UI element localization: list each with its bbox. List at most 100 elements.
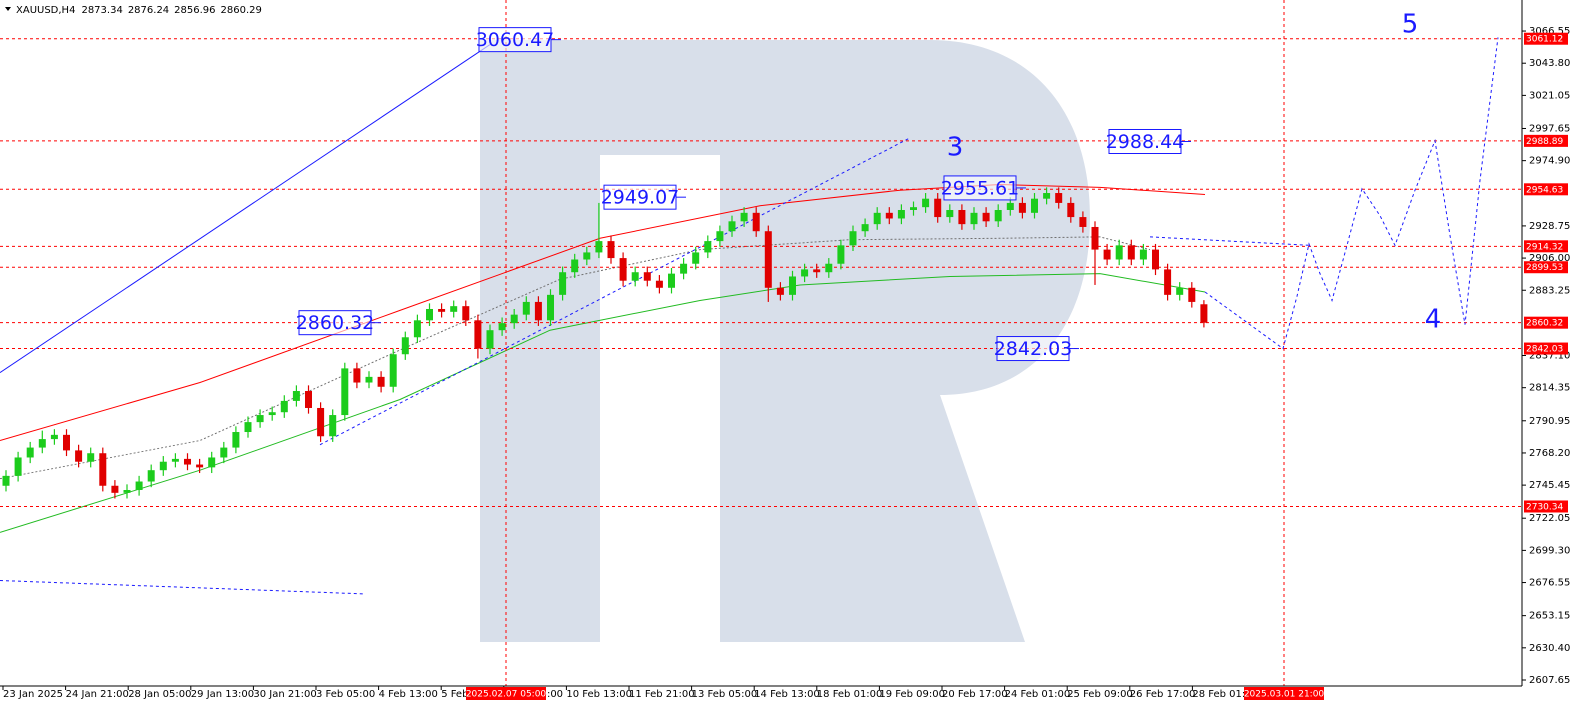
header-icon: [5, 7, 11, 11]
y-tick-label: 2630.40: [1529, 643, 1570, 654]
candle-body: [1139, 249, 1147, 260]
candle-body: [1091, 226, 1099, 250]
x-tick-label: 24 Jan 21:00: [66, 689, 129, 700]
candle-body: [1152, 249, 1159, 270]
candle-body: [1115, 245, 1123, 260]
wave-label: 3: [947, 133, 964, 163]
level-price-box: [1524, 32, 1568, 45]
vline-time-box: [466, 687, 546, 700]
candle-body: [692, 252, 700, 264]
candle-body: [256, 415, 264, 423]
x-tick-label: 28 Feb 01:00: [1192, 689, 1258, 700]
candle-body: [1006, 202, 1014, 210]
x-tick-label: 25 Feb 09:00: [1067, 689, 1133, 700]
y-tick-label: 3021.05: [1529, 90, 1570, 101]
candle-body: [583, 252, 591, 260]
level-price-box: [1524, 134, 1568, 147]
candle-body: [849, 231, 857, 246]
level-price-box: [1524, 240, 1568, 253]
moving-average: [0, 236, 1151, 480]
y-tick-label: 2928.75: [1529, 221, 1570, 232]
candle-body: [63, 434, 70, 451]
candle-body: [716, 231, 724, 242]
x-tick-label: 28 Jan 05:00: [128, 689, 191, 700]
candle-body: [680, 263, 688, 274]
candle-body: [619, 258, 627, 281]
candle-body: [38, 439, 46, 448]
candle-body: [26, 447, 34, 458]
candle-body: [559, 272, 567, 295]
annotation-label: 2842.03: [994, 338, 1073, 360]
candle-body: [534, 301, 542, 321]
y-tick-label: 2997.65: [1529, 123, 1570, 134]
level-price-box: [1524, 261, 1568, 274]
candle-body: [1103, 249, 1111, 260]
candle-body: [861, 224, 869, 232]
x-tick-label: 10 Feb 13:00: [566, 689, 632, 700]
x-tick-label: 24 Feb 01:00: [1005, 689, 1071, 700]
moving-average: [0, 184, 1206, 441]
candle-body: [171, 458, 179, 462]
level-price-box: [1524, 183, 1568, 196]
level-price-label: 2860.32: [1526, 319, 1563, 329]
candle-body: [244, 422, 252, 433]
x-tick-label: 20 Feb 17:00: [942, 689, 1008, 700]
x-tick-label: 18 Feb 01:00: [817, 689, 883, 700]
x-tick-label: 11 Feb 21:00: [629, 689, 695, 700]
y-tick-label: 2699.30: [1529, 545, 1570, 556]
y-tick-label: 3066.55: [1529, 26, 1570, 37]
symbol: XAUUSD,H4: [16, 5, 75, 16]
candle-body: [317, 407, 325, 437]
candle-body: [607, 241, 615, 259]
y-tick-label: 2837.10: [1529, 351, 1570, 362]
candle-body: [1043, 193, 1051, 199]
header-open: 2873.34: [81, 5, 122, 16]
candle-body: [764, 231, 772, 288]
level-price-label: 2954.63: [1526, 185, 1563, 195]
candle-body: [305, 391, 312, 408]
candle-body: [99, 453, 107, 486]
candle-body: [934, 198, 942, 218]
annotation-label: 2955.61: [941, 177, 1020, 199]
x-tick-label: 30 Jan 21:00: [253, 689, 316, 700]
candle-body: [789, 276, 796, 295]
candle-body: [1031, 198, 1038, 213]
candle-body: [498, 323, 506, 331]
candle-body: [196, 464, 204, 468]
wave-label: 5: [1402, 10, 1419, 40]
x-tick-label: 13 Feb 05:00: [692, 689, 758, 700]
candle-body: [220, 447, 228, 458]
candle-body: [401, 337, 409, 355]
candle-body: [1079, 217, 1087, 227]
vline-time-box: [1244, 687, 1324, 700]
candle-body: [897, 210, 905, 219]
candle-body: [873, 212, 881, 225]
level-price-box: [1524, 316, 1568, 329]
y-tick-label: 2676.55: [1529, 578, 1570, 589]
annotation-box: [478, 27, 552, 53]
level-price-label: 2988.89: [1526, 137, 1563, 147]
candle-body: [1055, 193, 1063, 203]
y-tick-label: 2653.15: [1529, 611, 1570, 622]
y-tick-label: 2768.20: [1529, 448, 1570, 459]
x-tick-label: 4 Feb 13:00: [379, 689, 438, 700]
annotation-label: 3060.47: [476, 29, 555, 51]
candle-body: [208, 457, 216, 468]
candle-body: [510, 314, 518, 324]
candle-body: [14, 457, 22, 476]
header-low: 2856.96: [174, 5, 215, 16]
candle-body: [341, 368, 349, 416]
x-tick-label: 3 Feb 05:00: [316, 689, 375, 700]
annotation-box: [603, 184, 677, 210]
candle-body: [2, 475, 10, 486]
candle-body: [547, 294, 554, 321]
candle-body: [1067, 202, 1075, 218]
candle-body: [571, 259, 579, 273]
candle-body: [631, 272, 639, 281]
annotation-label: 2988.44: [1106, 131, 1185, 153]
trend-line: [0, 44, 491, 374]
candle-body: [740, 212, 748, 222]
candle-body: [50, 434, 58, 440]
candle-body: [462, 306, 470, 321]
